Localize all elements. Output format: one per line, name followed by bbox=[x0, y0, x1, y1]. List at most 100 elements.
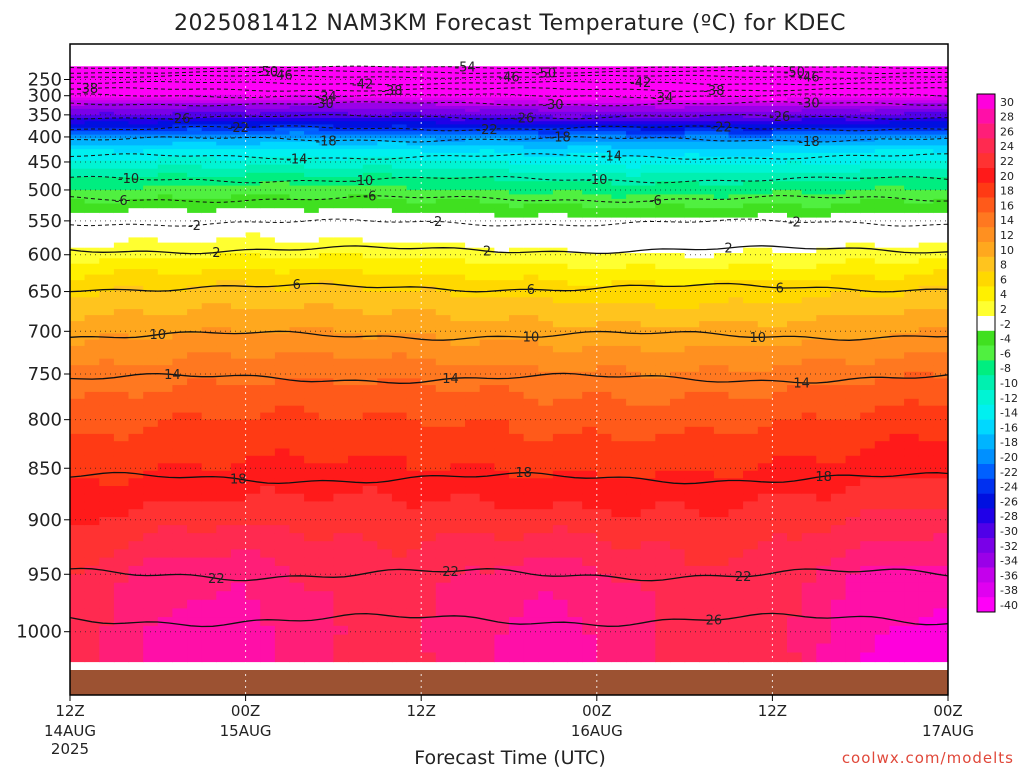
field-cell bbox=[538, 574, 554, 584]
field-cell bbox=[362, 441, 378, 450]
field-cell bbox=[377, 253, 393, 259]
field-cell bbox=[552, 127, 569, 132]
field-cell bbox=[362, 111, 378, 116]
field-cell bbox=[435, 643, 451, 654]
field-cell bbox=[289, 426, 305, 435]
field-cell bbox=[289, 84, 305, 88]
field-cell bbox=[157, 177, 173, 182]
field-cell bbox=[231, 237, 247, 244]
field-cell bbox=[348, 309, 364, 316]
field-cell bbox=[435, 517, 451, 526]
field-cell bbox=[494, 591, 510, 601]
field-cell bbox=[713, 92, 730, 96]
field-cell bbox=[231, 227, 247, 233]
field-cell bbox=[611, 398, 627, 407]
field-cell bbox=[333, 156, 349, 162]
field-cell bbox=[684, 172, 700, 178]
field-cell bbox=[245, 208, 261, 214]
field-cell bbox=[391, 258, 408, 265]
field-cell bbox=[84, 177, 100, 182]
field-cell bbox=[391, 280, 408, 287]
field-cell bbox=[333, 217, 349, 223]
field-cell bbox=[450, 69, 466, 73]
field-cell bbox=[713, 486, 730, 495]
field-cell bbox=[333, 68, 349, 71]
field-cell bbox=[538, 652, 554, 663]
field-cell bbox=[84, 385, 100, 393]
field-cell bbox=[728, 108, 744, 113]
field-cell bbox=[157, 222, 173, 228]
field-cell bbox=[99, 87, 115, 91]
field-cell bbox=[611, 333, 627, 341]
field-cell bbox=[99, 625, 115, 636]
field-cell bbox=[172, 412, 188, 421]
field-cell bbox=[172, 168, 188, 174]
field-cell bbox=[362, 321, 378, 328]
field-cell bbox=[157, 97, 173, 101]
field-cell bbox=[699, 269, 715, 276]
field-cell bbox=[362, 185, 378, 191]
field-cell bbox=[582, 478, 598, 487]
field-cell bbox=[435, 470, 451, 479]
field-cell bbox=[304, 303, 320, 310]
field-cell bbox=[494, 291, 510, 298]
field-cell bbox=[70, 441, 86, 450]
field-cell bbox=[421, 493, 437, 503]
field-cell bbox=[655, 321, 671, 328]
field-cell bbox=[626, 92, 642, 96]
field-cell bbox=[670, 208, 686, 214]
field-cell bbox=[640, 557, 656, 567]
field-cell bbox=[172, 131, 188, 136]
field-cell bbox=[611, 541, 627, 550]
field-cell bbox=[391, 164, 408, 170]
field-cell bbox=[143, 634, 159, 645]
field-cell bbox=[187, 634, 203, 645]
field-cell bbox=[450, 121, 466, 126]
field-cell bbox=[289, 217, 305, 223]
field-cell bbox=[421, 94, 437, 99]
field-cell bbox=[465, 247, 481, 254]
field-cell bbox=[611, 591, 627, 601]
field-cell bbox=[260, 378, 276, 386]
field-cell bbox=[128, 448, 144, 457]
field-cell bbox=[582, 339, 598, 347]
field-cell bbox=[435, 412, 451, 421]
field-cell bbox=[479, 253, 495, 259]
field-cell bbox=[70, 617, 86, 627]
field-cell bbox=[304, 189, 320, 195]
field-cell bbox=[362, 212, 378, 219]
field-cell bbox=[640, 634, 656, 645]
field-cell bbox=[113, 217, 130, 223]
field-cell bbox=[538, 303, 554, 310]
field-cell bbox=[640, 84, 656, 88]
field-cell bbox=[201, 69, 217, 73]
field-cell bbox=[391, 327, 408, 334]
field-cell bbox=[509, 565, 525, 575]
field-cell bbox=[201, 478, 217, 487]
field-cell bbox=[465, 280, 481, 287]
field-cell bbox=[596, 160, 612, 166]
field-cell bbox=[187, 269, 203, 276]
field-cell bbox=[406, 365, 422, 373]
field-cell bbox=[172, 574, 188, 584]
field-cell bbox=[494, 582, 510, 592]
field-cell bbox=[362, 608, 378, 618]
field-cell bbox=[421, 194, 437, 200]
field-cell bbox=[713, 80, 730, 84]
field-cell bbox=[728, 189, 744, 195]
field-cell bbox=[318, 419, 334, 428]
field-cell bbox=[494, 232, 510, 238]
field-cell bbox=[143, 164, 159, 170]
field-cell bbox=[304, 97, 320, 101]
field-cell bbox=[479, 339, 495, 347]
field-cell bbox=[99, 591, 115, 601]
field-cell bbox=[84, 291, 100, 298]
field-cell bbox=[333, 327, 349, 334]
field-cell bbox=[216, 124, 232, 129]
field-cell bbox=[509, 103, 525, 107]
field-cell bbox=[201, 365, 217, 373]
field-cell bbox=[699, 405, 715, 414]
field-cell bbox=[538, 222, 554, 228]
field-cell bbox=[84, 412, 100, 421]
field-cell bbox=[172, 352, 188, 360]
